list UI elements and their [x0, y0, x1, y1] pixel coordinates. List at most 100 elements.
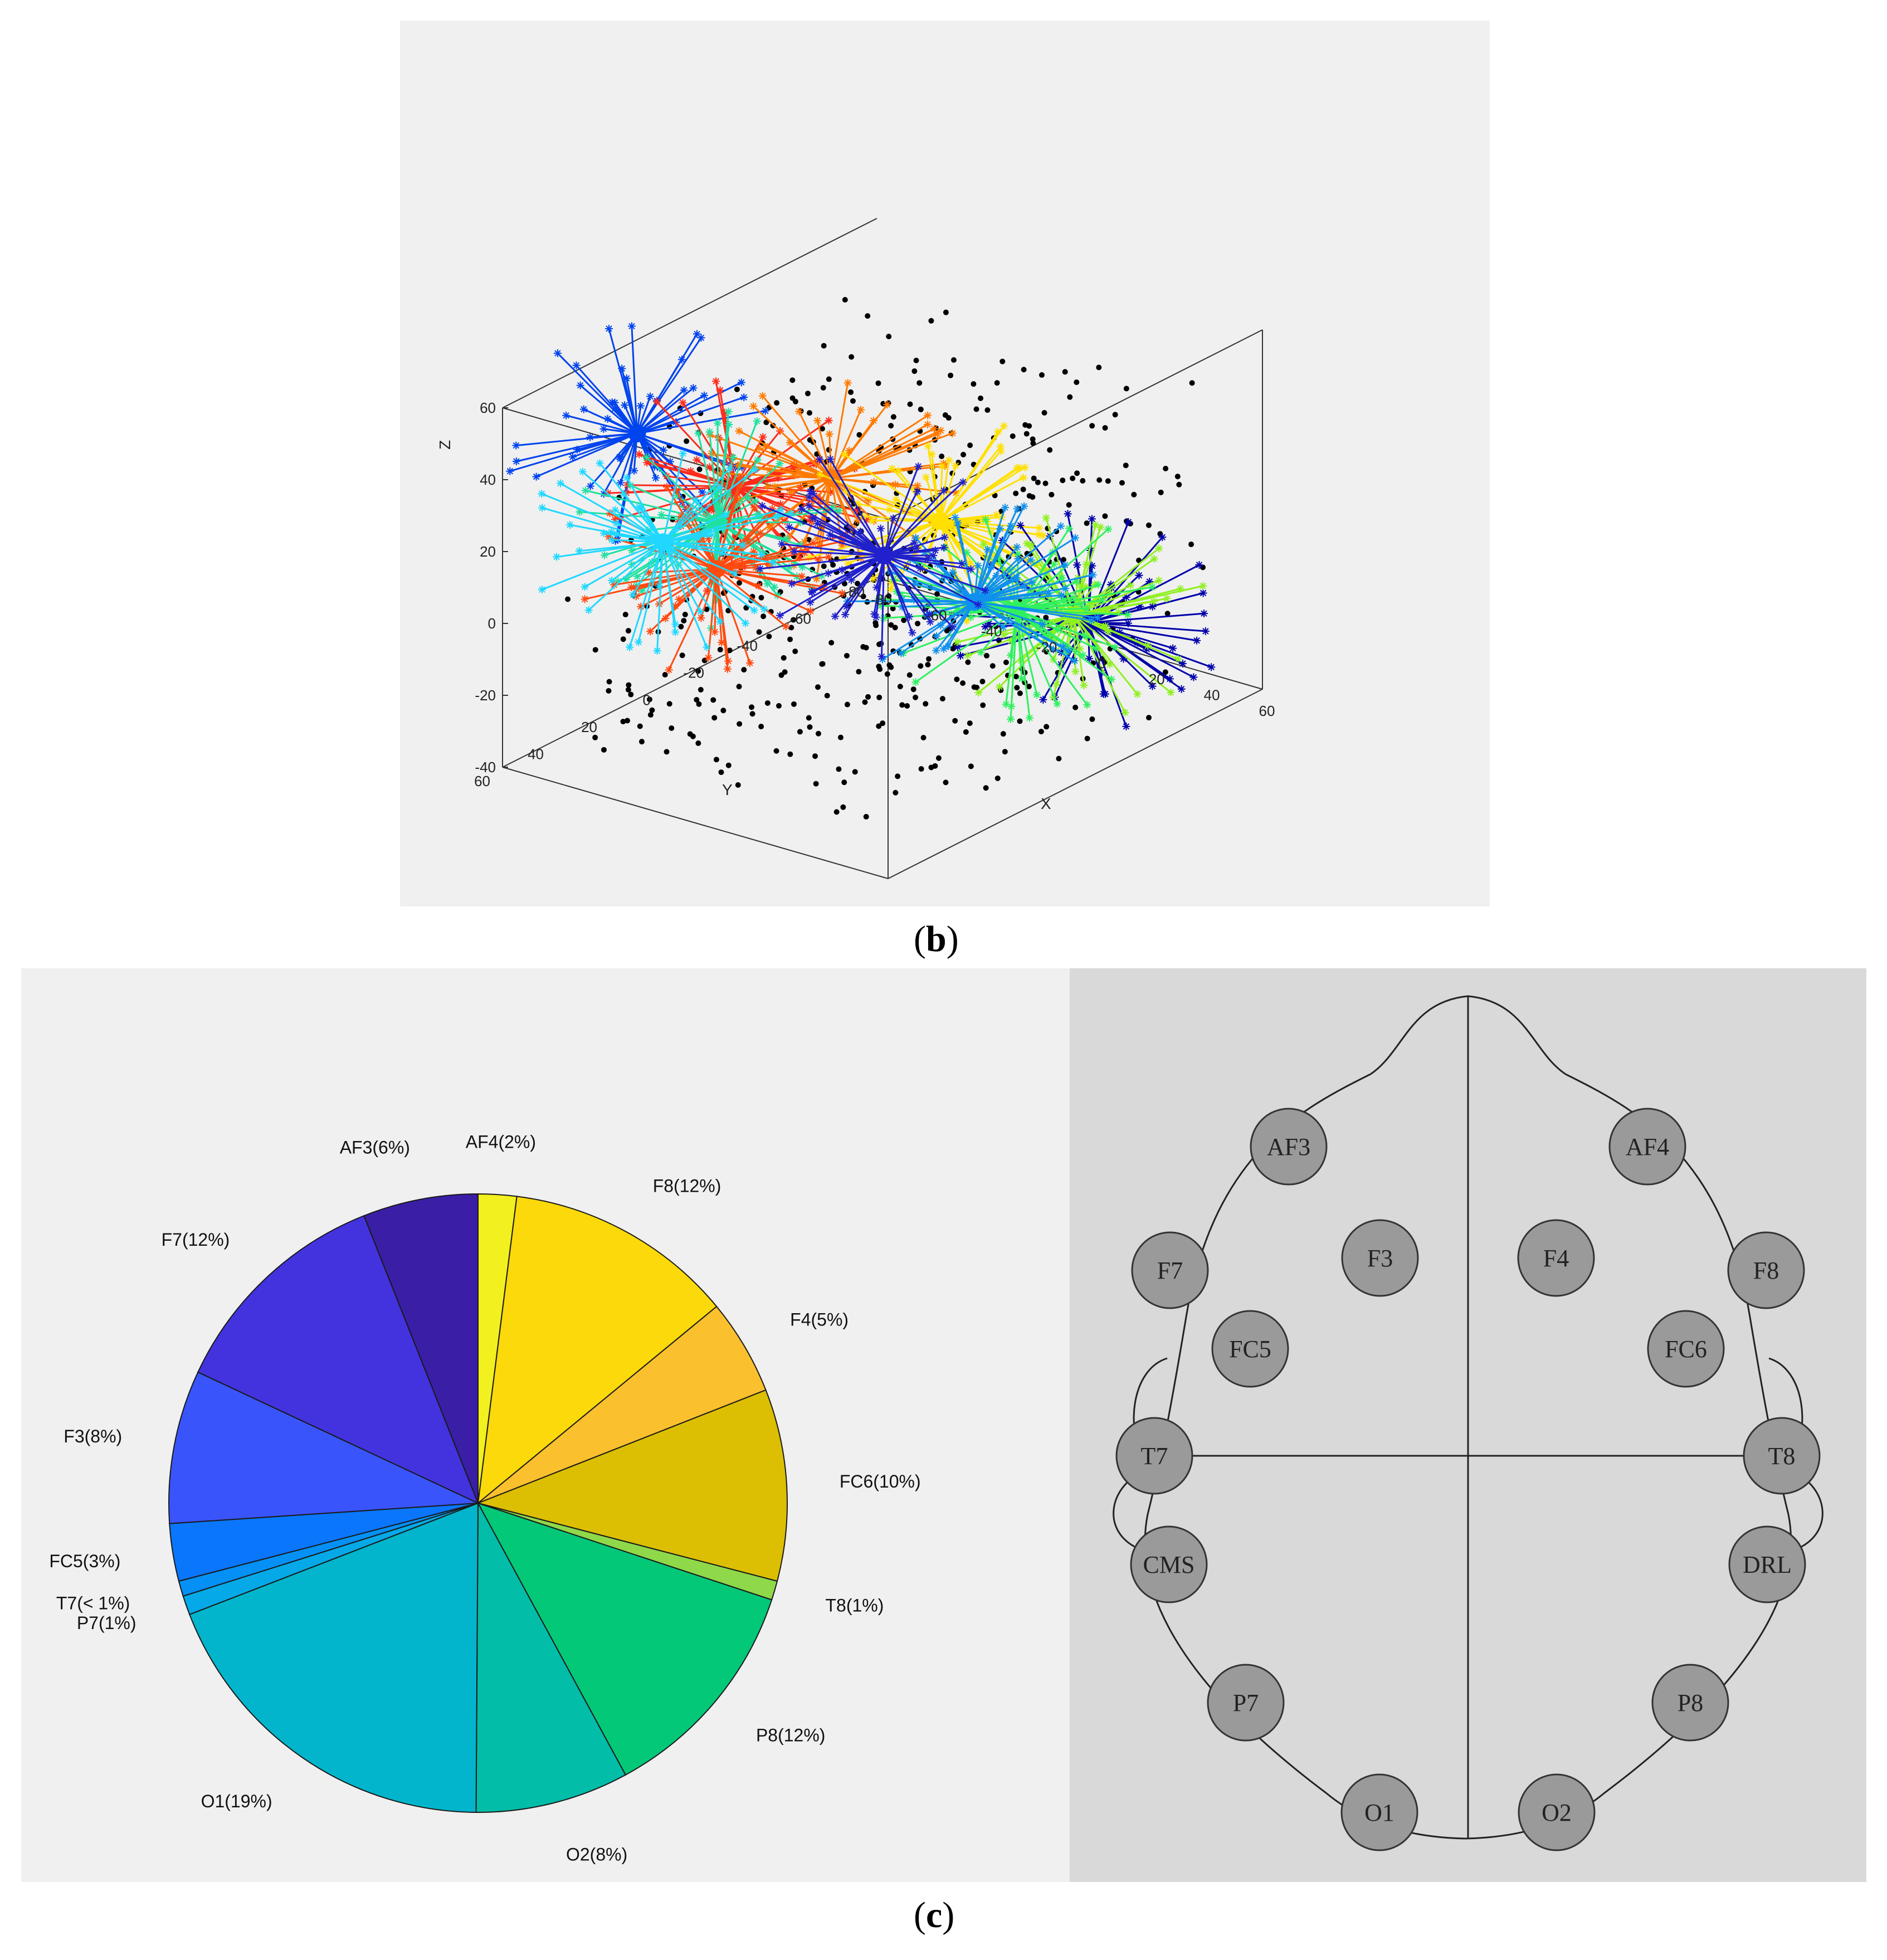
cluster-ray [884, 554, 979, 606]
cluster-ray [636, 382, 742, 435]
grid-dot [737, 721, 743, 727]
cluster-marker [1089, 571, 1097, 579]
cluster-marker [769, 559, 777, 567]
grid-dot [1044, 724, 1050, 730]
cluster-marker [645, 457, 654, 466]
electrode-label: P8 [1678, 1689, 1703, 1717]
grid-dot [1038, 729, 1044, 735]
pie-slice-label: AF4(2%) [466, 1132, 536, 1152]
cluster-marker [1076, 645, 1084, 653]
cluster-marker [765, 562, 774, 570]
grid-dot [904, 703, 910, 709]
cluster-marker [608, 577, 616, 585]
cluster-marker [1121, 708, 1129, 716]
cluster-marker [1199, 582, 1207, 590]
electrode-drl [1728, 1525, 1806, 1603]
cluster-ray [656, 542, 664, 651]
cluster-marker [786, 438, 794, 447]
cluster-marker [738, 463, 746, 471]
cluster-ray [939, 465, 957, 521]
cluster-ray [831, 423, 928, 479]
cluster-marker [1053, 700, 1061, 708]
cluster-marker [735, 427, 743, 435]
cluster-ray [884, 554, 986, 592]
cluster-ray [716, 568, 802, 578]
cluster-ray [662, 486, 720, 543]
cluster-ray [1073, 614, 1172, 694]
grid-dot [734, 386, 740, 392]
cluster-ray [1016, 610, 1058, 705]
grid-dot [1062, 369, 1068, 375]
grid-dot [1080, 477, 1086, 484]
pie-slice [363, 1193, 479, 1504]
grid-dot [928, 764, 934, 771]
grid-dot [943, 309, 949, 315]
cluster-ray [831, 462, 944, 480]
grid-dot [911, 368, 918, 374]
electrode-label: T7 [1141, 1442, 1168, 1470]
cluster-marker [713, 596, 721, 604]
cluster-marker [1106, 581, 1115, 589]
cluster-center [708, 560, 725, 578]
z-tick-label: 0 [488, 615, 496, 632]
electrode-label: F3 [1367, 1245, 1393, 1272]
cluster-marker [924, 411, 932, 420]
cluster-marker [1096, 523, 1105, 532]
cluster-marker [869, 416, 877, 425]
cluster-marker [1079, 651, 1087, 660]
cluster-ray [939, 450, 1002, 522]
cluster-marker [837, 537, 846, 545]
grid-dot [830, 562, 836, 568]
cluster-marker [1148, 682, 1157, 690]
cluster-marker [1077, 600, 1085, 608]
grid-dot [681, 618, 687, 624]
cluster-marker [768, 505, 777, 513]
cluster-marker [760, 605, 768, 613]
cluster-marker [1065, 524, 1074, 533]
cluster-ray [915, 537, 976, 603]
z-axis-label: Z [436, 440, 454, 450]
cluster-ray [974, 601, 1092, 622]
grid-dot [606, 688, 612, 694]
cluster-marker [749, 402, 758, 411]
cluster-marker [977, 648, 985, 656]
cluster-marker [742, 619, 750, 627]
cluster-marker [1073, 561, 1081, 569]
grid-dot [662, 672, 668, 678]
box-edge [502, 767, 889, 879]
grid-dot [1030, 440, 1036, 446]
cluster-marker [578, 467, 587, 476]
cluster-marker [809, 514, 817, 523]
cluster-marker [887, 578, 895, 587]
grid-dot [1074, 379, 1080, 386]
cluster-marker [851, 537, 860, 545]
cluster-marker [1086, 547, 1095, 555]
cluster-marker [940, 543, 948, 552]
x-tick-label: -80 [871, 591, 892, 608]
cluster-ray [709, 432, 719, 523]
cluster-marker [782, 535, 791, 543]
cluster-marker [638, 587, 646, 595]
cluster-marker [963, 651, 972, 660]
grid-dot [920, 734, 927, 740]
cluster-ray [830, 409, 862, 479]
cluster-marker [958, 559, 966, 568]
grid-dot [890, 414, 896, 420]
grid-dot [888, 664, 894, 670]
cluster-marker [1021, 583, 1029, 591]
grid-dot [954, 676, 960, 682]
cluster-marker [576, 508, 584, 516]
cluster-ray [884, 554, 971, 571]
cluster-marker [1178, 660, 1187, 668]
cluster-marker [790, 547, 798, 555]
grid-dot [789, 377, 796, 383]
cluster-marker [611, 398, 619, 407]
cluster-marker [637, 504, 645, 513]
cluster-ray [760, 554, 885, 570]
cluster-marker [924, 442, 932, 450]
cluster-marker [924, 554, 932, 563]
pie-slice-label: AF3(6%) [340, 1138, 410, 1158]
cluster-marker [599, 490, 608, 498]
grid-dot [776, 703, 782, 709]
cluster-marker [804, 553, 813, 562]
